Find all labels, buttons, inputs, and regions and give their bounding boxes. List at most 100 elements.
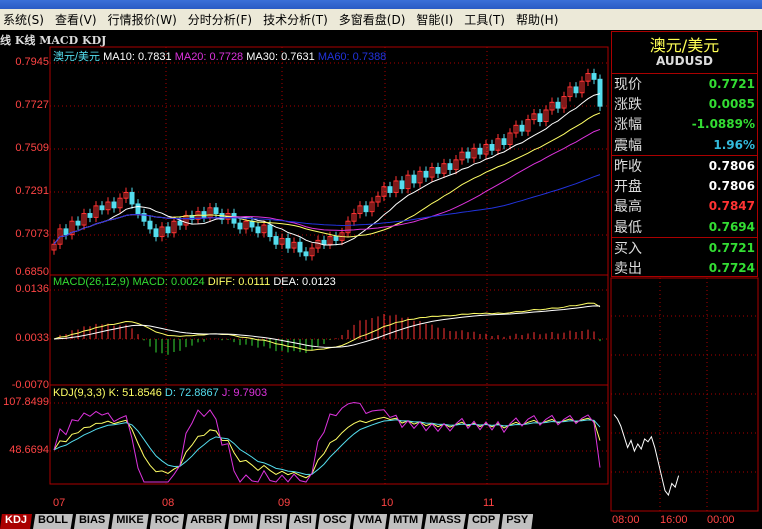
- quote-label: 卖出: [614, 260, 642, 277]
- menu-multiwindow[interactable]: 多窗看盘(D): [338, 13, 406, 27]
- tab-cdp[interactable]: CDP: [466, 514, 501, 529]
- menu-view[interactable]: 查看(V): [54, 13, 97, 27]
- quote-row: 买入 0.7721: [612, 237, 757, 258]
- candle: [63, 228, 69, 236]
- menu-bar: 系统(S) 查看(V) 行情报价(W) 分时分析(F) 技术分析(T) 多窗看盘…: [0, 9, 762, 30]
- quote-label: 涨幅: [614, 117, 642, 134]
- macd-title: MACD(26,12,9): [53, 276, 130, 288]
- tab-asi[interactable]: ASI: [288, 514, 317, 529]
- candle: [117, 197, 123, 209]
- candle: [99, 205, 105, 211]
- tab-rsi[interactable]: RSI: [259, 514, 288, 529]
- candle: [285, 237, 291, 249]
- candle: [381, 186, 387, 197]
- diff-value: DIFF: 0.0111: [207, 276, 271, 288]
- dea-line: [53, 305, 601, 348]
- candle: [483, 144, 489, 155]
- indicator-tabs: KDJ BOLL BIAS MIKE ROC ARBR DMI RSI ASI OSC VMA MTM…: [0, 514, 534, 529]
- tab-mass[interactable]: MASS: [424, 514, 466, 529]
- menu-technical[interactable]: 技术分析(T): [263, 13, 328, 27]
- intraday-line: [613, 414, 680, 497]
- x-tick-label: 08: [162, 497, 175, 509]
- candle: [321, 239, 327, 245]
- chart-frame: [49, 46, 609, 485]
- candle: [429, 167, 435, 178]
- j-value: J: 9.7903: [221, 387, 268, 399]
- kdj-legend: KDJ(9,3,3) K: 51.8546 D: 72.8867 J: 9.79…: [53, 387, 267, 399]
- candle: [141, 213, 147, 222]
- candle: [213, 207, 219, 215]
- candle: [489, 144, 495, 151]
- d-value: D: 72.8867: [164, 387, 219, 399]
- candle: [237, 222, 243, 230]
- intraday-time-label: 16:00: [660, 514, 688, 526]
- macd-legend: MACD(26,12,9) MACD: 0.0024 DIFF: 0.0111 …: [53, 276, 336, 288]
- candle: [423, 170, 429, 178]
- quote-value: 0.7806: [708, 158, 755, 173]
- tab-mtm[interactable]: MTM: [388, 514, 424, 529]
- tab-mike[interactable]: MIKE: [111, 514, 149, 529]
- candle: [477, 147, 483, 155]
- y-tick-label: 0.7727: [15, 99, 49, 111]
- candle: [69, 220, 75, 236]
- candle: [375, 195, 381, 203]
- quote-value: 0.7847: [708, 199, 755, 214]
- tab-dmi[interactable]: DMI: [227, 514, 259, 529]
- menu-tools[interactable]: 工具(T): [464, 13, 505, 27]
- x-tick-label: 09: [278, 497, 291, 509]
- menu-intraday[interactable]: 分时分析(F): [187, 13, 253, 27]
- y-tick-label: 0.7073: [15, 228, 49, 240]
- k-value: K: 51.8546: [108, 387, 162, 399]
- quote-label: 买入: [614, 240, 642, 257]
- candle: [255, 226, 261, 234]
- quote-value: 0.7694: [708, 219, 755, 234]
- y-tick-label: 0.7291: [15, 185, 49, 197]
- y-tick-label: 0.7945: [15, 56, 49, 68]
- menu-system[interactable]: 系统(S): [3, 13, 44, 27]
- tab-osc[interactable]: OSC: [317, 514, 352, 529]
- quote-label: 涨跌: [614, 96, 642, 113]
- macd-value: MACD: 0.0024: [132, 276, 205, 288]
- y-tick-label: -0.0070: [11, 379, 49, 391]
- quote-value: 0.7806: [708, 178, 755, 193]
- quote-row: 最低 0.7694: [612, 217, 757, 238]
- tab-bias[interactable]: BIAS: [73, 514, 111, 529]
- candle: [537, 113, 543, 122]
- tab-roc[interactable]: ROC: [149, 514, 185, 529]
- menu-smart[interactable]: 智能(I): [416, 13, 454, 27]
- y-tick-label: 48.6694: [9, 444, 49, 456]
- ma10-line: [53, 93, 601, 246]
- kdj-title: KDJ(9,3,3): [53, 387, 106, 399]
- y-tick-label: 0.0033: [15, 332, 49, 344]
- quote-name: 澳元/美元: [649, 36, 720, 55]
- quote-label: 开盘: [614, 178, 642, 195]
- ma60-label: MA60: 0.7388: [317, 51, 387, 63]
- candle: [513, 124, 519, 134]
- quote-label: 昨收: [614, 158, 642, 175]
- candle: [501, 138, 507, 146]
- candle: [525, 119, 531, 132]
- tab-kdj[interactable]: KDJ: [0, 514, 33, 529]
- quote-value: 0.7724: [708, 260, 755, 275]
- menu-help[interactable]: 帮助(H): [516, 13, 559, 27]
- y-tick-label: 107.8499: [3, 396, 49, 408]
- candle: [363, 205, 369, 213]
- quote-row: 震幅 1.96%: [612, 135, 757, 156]
- symbol-label: 澳元/美元: [53, 51, 101, 63]
- ma10-label: MA10: 0.7831: [103, 51, 172, 63]
- menu-quotes[interactable]: 行情报价(W): [107, 13, 177, 27]
- tab-arbr[interactable]: ARBR: [185, 514, 227, 529]
- tab-boll[interactable]: BOLL: [33, 514, 73, 529]
- candle: [153, 228, 159, 238]
- candle: [447, 163, 453, 170]
- intraday-time-label: 08:00: [612, 514, 640, 526]
- tab-vma[interactable]: VMA: [352, 514, 388, 529]
- candle: [369, 201, 375, 213]
- candle: [543, 109, 549, 122]
- candle: [507, 132, 513, 146]
- tab-psy[interactable]: PSY: [501, 514, 534, 529]
- quote-value: 0.0085: [708, 96, 755, 111]
- candle: [579, 80, 585, 94]
- dea-value: DEA: 0.0123: [273, 276, 336, 288]
